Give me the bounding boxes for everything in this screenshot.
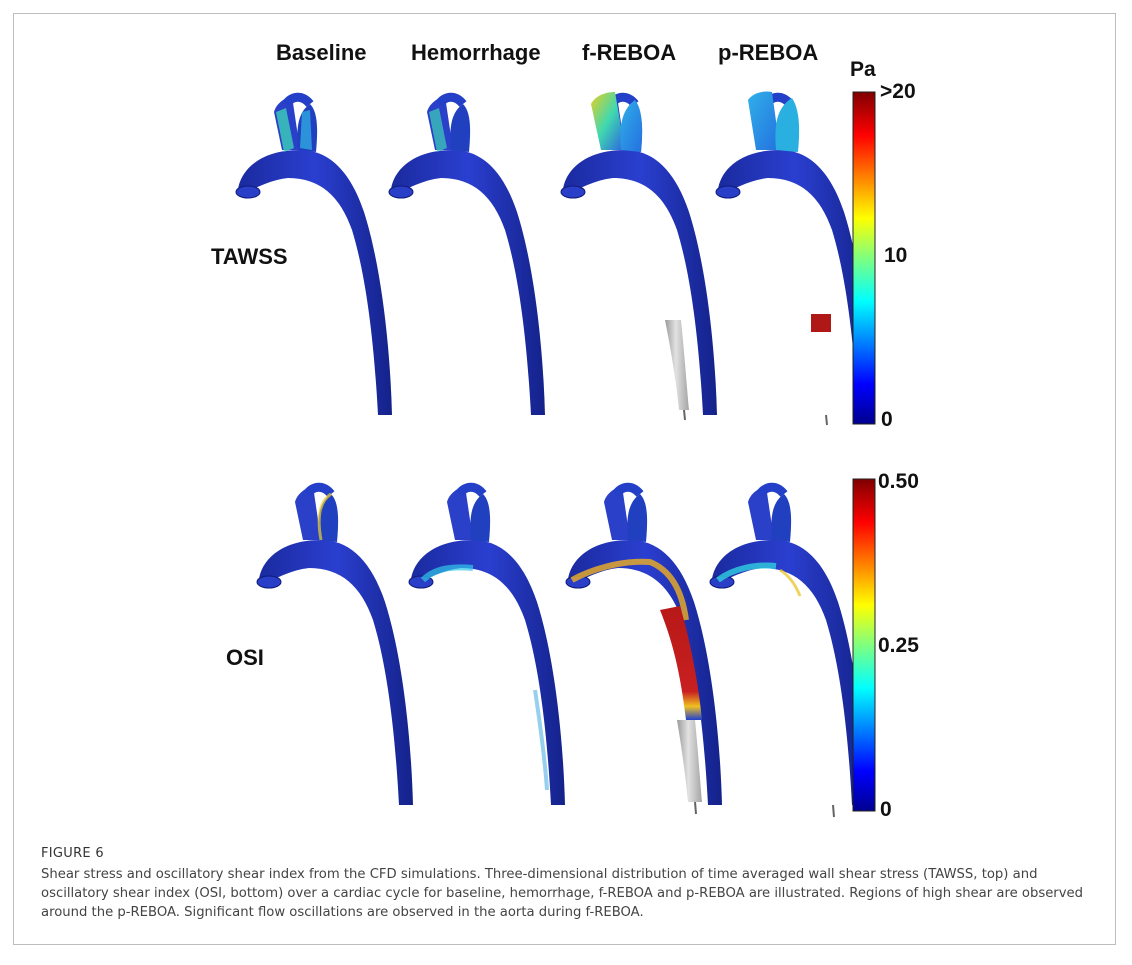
column-title-hemorrhage: Hemorrhage bbox=[411, 40, 541, 65]
colorbar-min-tawss: 0 bbox=[881, 408, 893, 431]
colorbar-tawss bbox=[852, 91, 876, 425]
column-title-baseline: Baseline bbox=[276, 40, 367, 65]
column-title-f-reboa: f-REBOA bbox=[582, 40, 677, 65]
column-title-p-reboa: p-REBOA bbox=[718, 40, 819, 65]
figure-caption: Shear stress and oscillatory shear index… bbox=[41, 867, 1084, 920]
colorbar-max-tawss: >20 bbox=[880, 80, 916, 103]
colorbar-osi bbox=[852, 478, 876, 812]
colorbar-max-osi: 0.50 bbox=[878, 470, 919, 493]
aorta-osi-p-reboa bbox=[710, 486, 866, 818]
aorta-tawss-p-reboa bbox=[716, 91, 872, 426]
figure-label: FIGURE 6 bbox=[41, 846, 104, 861]
aorta-osi-baseline bbox=[257, 486, 413, 805]
aorta-osi-f-reboa bbox=[566, 486, 722, 815]
aorta-tawss-baseline bbox=[236, 96, 392, 415]
colorbar-unit-tawss: Pa bbox=[850, 58, 876, 81]
colorbar-min-osi: 0 bbox=[880, 798, 892, 821]
aorta-tawss-f-reboa bbox=[561, 92, 717, 421]
colorbar-mid-tawss: 10 bbox=[884, 244, 908, 267]
colorbar-mid-osi: 0.25 bbox=[878, 634, 919, 657]
figure-frame bbox=[13, 13, 1116, 945]
aorta-osi-hemorrhage bbox=[409, 486, 565, 805]
row-label-tawss: TAWSS bbox=[211, 244, 288, 269]
row-label-osi: OSI bbox=[226, 645, 264, 670]
aorta-tawss-hemorrhage bbox=[389, 96, 545, 415]
